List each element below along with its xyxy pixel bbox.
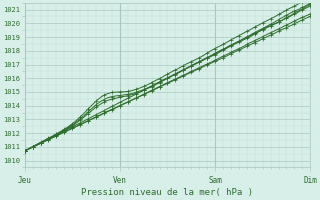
X-axis label: Pression niveau de la mer( hPa ): Pression niveau de la mer( hPa ) [82, 188, 253, 197]
